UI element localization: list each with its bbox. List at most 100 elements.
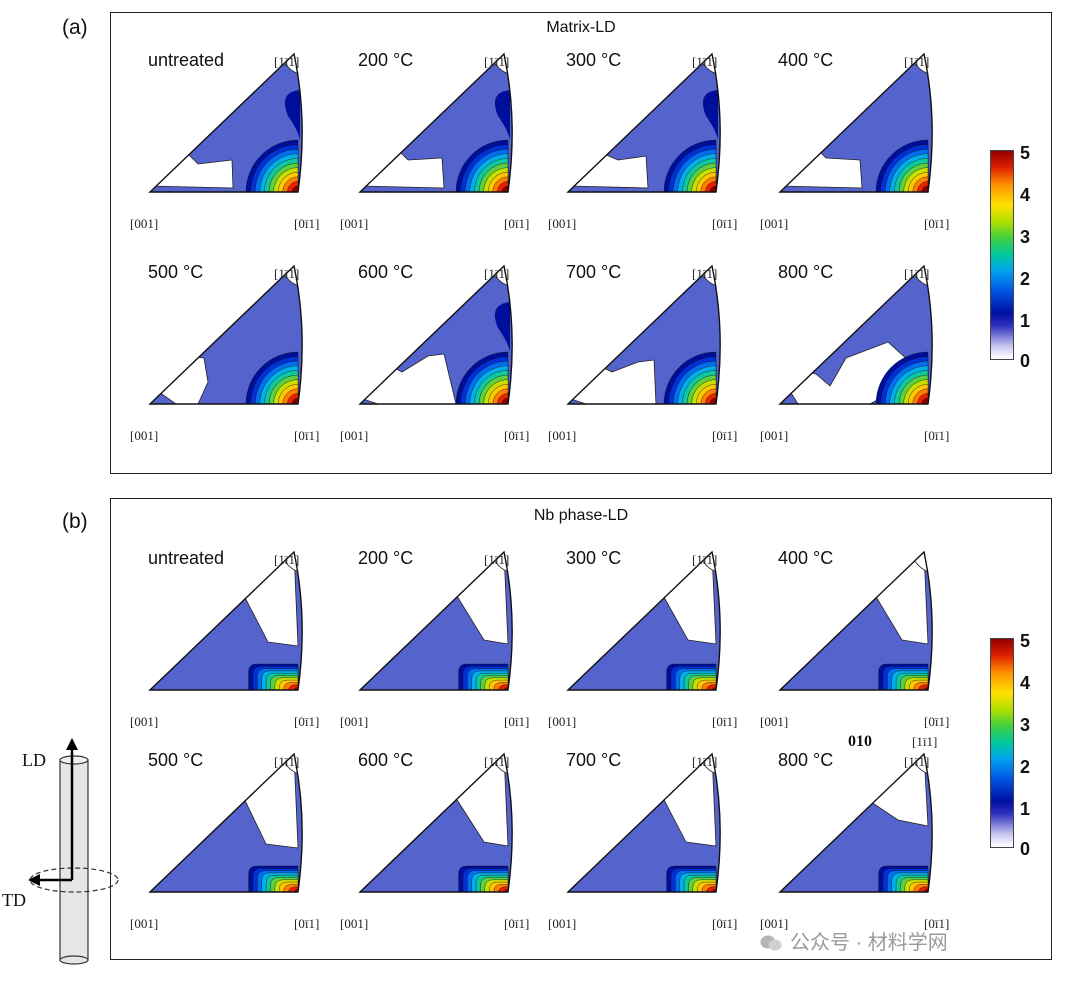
- colorbar-a: 5 4 3 2 1 0: [990, 144, 1050, 376]
- ipf-triangle: [148, 550, 303, 691]
- ipf-plot: 700 °C [1ī1] [001] [0ī1]: [546, 750, 746, 950]
- condition-label: 500 °C: [148, 750, 204, 770]
- colorbar-b-tick: 5: [1020, 631, 1031, 651]
- orientation-label-right: [0ī1]: [504, 916, 530, 931]
- orientation-label-left: [001]: [760, 216, 789, 231]
- ipf-plot: 800 °C [1ī1] [001] [0ī1]: [758, 750, 958, 950]
- contour-band: [705, 886, 717, 892]
- watermark: 公众号 · 材料学网: [760, 926, 948, 955]
- colorbar-a-tick: 0: [1020, 351, 1031, 371]
- colorbar-b-tick: 2: [1020, 757, 1031, 777]
- ipf-outline: [778, 264, 933, 405]
- ipf-outline: [566, 752, 721, 893]
- sample-rod-sketch: LD TD: [2, 730, 120, 970]
- contour-band: [917, 684, 929, 690]
- watermark-text: 公众号 · 材料学网: [790, 932, 948, 954]
- orientation-label-top: [1ī1]: [484, 54, 510, 69]
- ipf-plot: 300 °C [1ī1] [001] [0ī1]: [546, 548, 746, 748]
- ipf-triangle: [566, 752, 721, 893]
- ipf-triangle: [358, 752, 513, 893]
- condition-label: untreated: [148, 50, 225, 70]
- ipf-outline: [148, 264, 303, 405]
- orientation-label-right: [0ī1]: [924, 714, 950, 729]
- extra-orientation-label: 010: [848, 733, 872, 750]
- orientation-label-right: [0ī1]: [504, 714, 530, 729]
- ipf-plot: 800 °C [1ī1] [001] [0ī1]: [758, 262, 958, 462]
- orientation-label-top: [1ī1]: [484, 754, 510, 769]
- td-axis-label: TD: [2, 890, 26, 910]
- ipf-outline: [358, 52, 513, 193]
- ipf-plot: 200 °C [1ī1] [001] [0ī1]: [338, 548, 538, 748]
- condition-label: 400 °C: [778, 548, 834, 568]
- contour-band: [917, 886, 929, 892]
- ipf-outline: [566, 550, 721, 691]
- orientation-label-top: [1ī1]: [274, 552, 300, 567]
- ipf-plot: 600 °C [1ī1] [001] [0ī1]: [338, 750, 538, 950]
- colorbar-b-tick: 0: [1020, 839, 1031, 859]
- ipf-plot: 400 °C [001] [0ī1]: [758, 548, 958, 748]
- colorbar-b-tick: 3: [1020, 715, 1031, 735]
- orientation-label-top: [1ī1]: [274, 54, 300, 69]
- colorbar-a-tick: 2: [1020, 269, 1031, 289]
- condition-label: untreated: [148, 548, 225, 568]
- orientation-label-right: [0ī1]: [924, 216, 950, 231]
- orientation-label-right: [0ī1]: [504, 216, 530, 231]
- orientation-label-top: [1ī1]: [692, 754, 718, 769]
- condition-label: 600 °C: [358, 262, 414, 282]
- colorbar-b: 5 4 3 2 1 0: [990, 632, 1050, 864]
- orientation-label-top: [1ī1]: [274, 754, 300, 769]
- ipf-outline: [148, 752, 303, 893]
- ipf-outline: [358, 264, 513, 405]
- density-bump: [284, 90, 300, 140]
- orientation-label-left: [001]: [340, 428, 369, 443]
- colorbar-a-gradient: [990, 150, 1014, 360]
- orientation-label-left: [001]: [130, 714, 159, 729]
- ipf-plot: 300 °C [1ī1] [001] [0ī1]: [546, 50, 746, 250]
- ipf-triangle: [566, 52, 721, 193]
- panel-b-letter: (b): [62, 510, 88, 533]
- panel-a-title: Matrix-LD: [546, 19, 616, 36]
- ipf-outline: [148, 550, 303, 691]
- orientation-label-top: [1ī1]: [484, 552, 510, 567]
- orientation-label-left: [001]: [760, 428, 789, 443]
- ipf-outline: [778, 752, 933, 893]
- condition-label: 300 °C: [566, 548, 622, 568]
- orientation-label-top: [1ī1]: [274, 266, 300, 281]
- condition-label: 300 °C: [566, 50, 622, 70]
- orientation-label-left: [001]: [130, 428, 159, 443]
- ipf-triangle: [148, 752, 303, 893]
- ipf-plot: untreated [1ī1] [001] [0ī1]: [128, 50, 328, 250]
- orientation-label-right: [0ī1]: [504, 428, 530, 443]
- ipf-triangle: [778, 264, 933, 405]
- colorbar-a-tick: 4: [1020, 185, 1031, 205]
- ipf-plot: 500 °C [1ī1] [001] [0ī1]: [128, 750, 328, 950]
- ipf-triangle: [778, 550, 933, 691]
- orientation-label-right: [0ī1]: [294, 916, 320, 931]
- ipf-triangle: [566, 264, 721, 405]
- orientation-label-left: [001]: [340, 714, 369, 729]
- condition-label: 500 °C: [148, 262, 204, 282]
- ipf-outline: [358, 550, 513, 691]
- orientation-label-top: [1ī1]: [904, 54, 930, 69]
- orientation-label-left: [001]: [130, 916, 159, 931]
- orientation-label-right: [0ī1]: [712, 916, 738, 931]
- orientation-label-left: [001]: [340, 916, 369, 931]
- orientation-label-top: [1ī1]: [692, 552, 718, 567]
- panel-a-letter: (a): [62, 16, 88, 39]
- orientation-label-right: [0ī1]: [712, 428, 738, 443]
- colorbar-b-tick: 1: [1020, 799, 1031, 819]
- ipf-plot: 600 °C [1ī1] [001] [0ī1]: [338, 262, 538, 462]
- ipf-outline: [778, 550, 933, 691]
- contour-band: [705, 684, 717, 690]
- condition-label: 700 °C: [566, 262, 622, 282]
- ipf-outline: [778, 52, 933, 193]
- colorbar-b-tick: 4: [1020, 673, 1031, 693]
- orientation-label-right: [0ī1]: [712, 714, 738, 729]
- contour-band: [287, 684, 299, 690]
- density-bump: [494, 302, 510, 352]
- rod-diagram-icon: [28, 738, 119, 965]
- orientation-label-right: [0ī1]: [924, 428, 950, 443]
- ipf-triangle: [148, 264, 303, 405]
- orientation-label-right: [0ī1]: [924, 916, 950, 931]
- condition-label: 400 °C: [778, 50, 834, 70]
